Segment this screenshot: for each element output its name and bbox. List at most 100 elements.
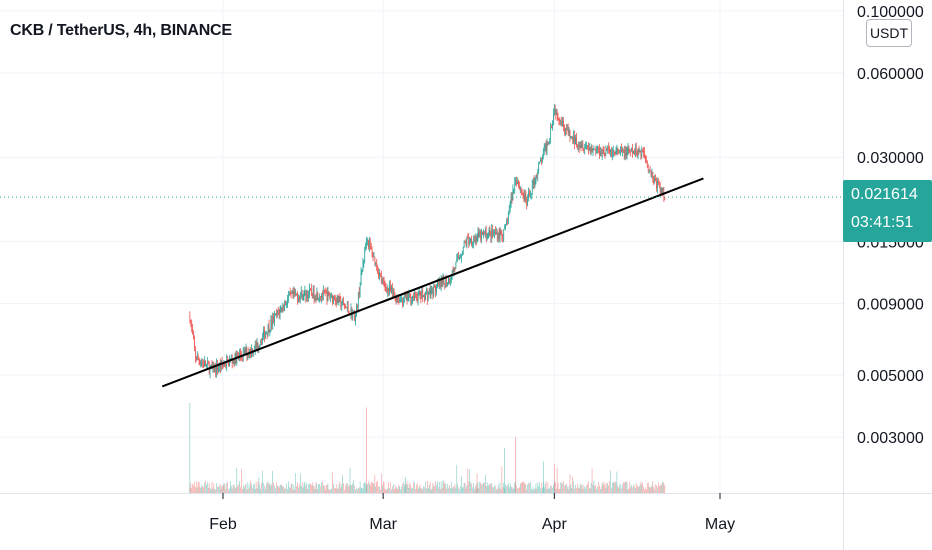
candle-body [584,147,586,151]
candle-body [270,319,272,331]
candle-body [317,292,319,300]
candle-body [311,289,312,294]
candle-body [393,290,395,295]
price-axis[interactable]: 0.1000000.0600000.0300000.0150000.009000… [843,0,924,550]
volume-bar [565,484,566,493]
volume-bar [378,486,379,493]
volume-bar [440,481,442,493]
candle-body [263,330,264,337]
candle-body [472,244,473,245]
unit-badge[interactable]: USDT [866,19,912,47]
volume-bar [431,488,433,493]
volume-bar [330,489,332,493]
volume-bar [415,485,417,493]
volume-bar [197,481,199,493]
candle-body [577,145,578,147]
candle-body [380,274,382,282]
trendline[interactable] [161,177,704,388]
volume-bar [212,487,214,493]
candle-body [564,126,565,132]
volume-bar [606,482,608,493]
volume-bar [405,484,407,493]
volume-bar [278,487,280,493]
candle-body [207,361,209,365]
volume-bar [207,482,208,493]
candle-body [286,304,287,306]
candle-body [456,257,458,262]
candle-body [597,147,598,150]
candle-body [402,299,403,304]
candle-body [490,231,492,238]
volume-bar [577,487,579,493]
volume-bar [649,487,651,493]
candle-body [544,144,546,147]
candle-body [605,149,607,155]
candle-body [612,150,614,153]
volume-bar [496,489,498,493]
volume-bar [300,486,302,493]
candle-body [219,363,221,369]
candle-body [422,290,424,297]
volume-bar [637,486,639,493]
candle-body [319,297,320,299]
candle-body [651,171,653,174]
volume-bar [446,488,447,493]
volume-bar [265,484,267,493]
volume-bar [584,486,586,493]
candle-body [360,271,362,286]
volume-bar [500,489,502,493]
volume-bar [263,482,264,493]
candle-body [634,151,635,155]
candle-body [243,349,245,351]
volume-bar [428,484,430,493]
candle-body [487,232,489,238]
candle-body [519,185,520,189]
candle-body [207,361,208,365]
volume-bar [595,485,597,493]
volume-bar [195,487,196,493]
candle-body [507,214,509,224]
volume-bar [264,486,265,493]
volume-bar [273,482,274,493]
candle-body [635,146,637,155]
volume-bar [525,483,527,493]
candle-body [497,233,499,240]
candle-body [303,291,305,298]
volume-bar [563,481,564,493]
candle-body [548,142,550,144]
candle-body [566,128,568,130]
candle-body [258,347,260,349]
volume-bar [590,482,592,493]
candle-body [278,312,280,315]
volume-bar [296,485,297,493]
volume-bar [453,487,455,493]
volume-bar [449,484,450,493]
candle-body [476,238,478,242]
candle-body [228,359,229,366]
volume-bar [640,481,642,493]
volume-bar [601,483,603,493]
candle-body [206,364,207,367]
time-axis[interactable]: Feb Mar Apr May [0,493,932,533]
candle-body [519,187,521,189]
x-tick-label: Feb [209,516,237,533]
volume-bar [372,483,374,493]
candle-body [299,297,300,300]
volume-bar [414,481,415,493]
candle-body [324,291,326,293]
candle-body [616,148,618,151]
candle-body [652,171,654,178]
candle-body [350,308,352,315]
candle-body [505,224,506,229]
volume-bar [658,482,659,493]
volume-bar [497,484,499,493]
volume-bar [486,482,488,493]
volume-bar [585,488,586,493]
candle-body [260,341,262,345]
candle-body [506,222,507,225]
volume-bar [388,482,389,493]
volume-bar [248,488,250,493]
volume-bar [472,487,473,493]
volume-bar [217,486,218,493]
